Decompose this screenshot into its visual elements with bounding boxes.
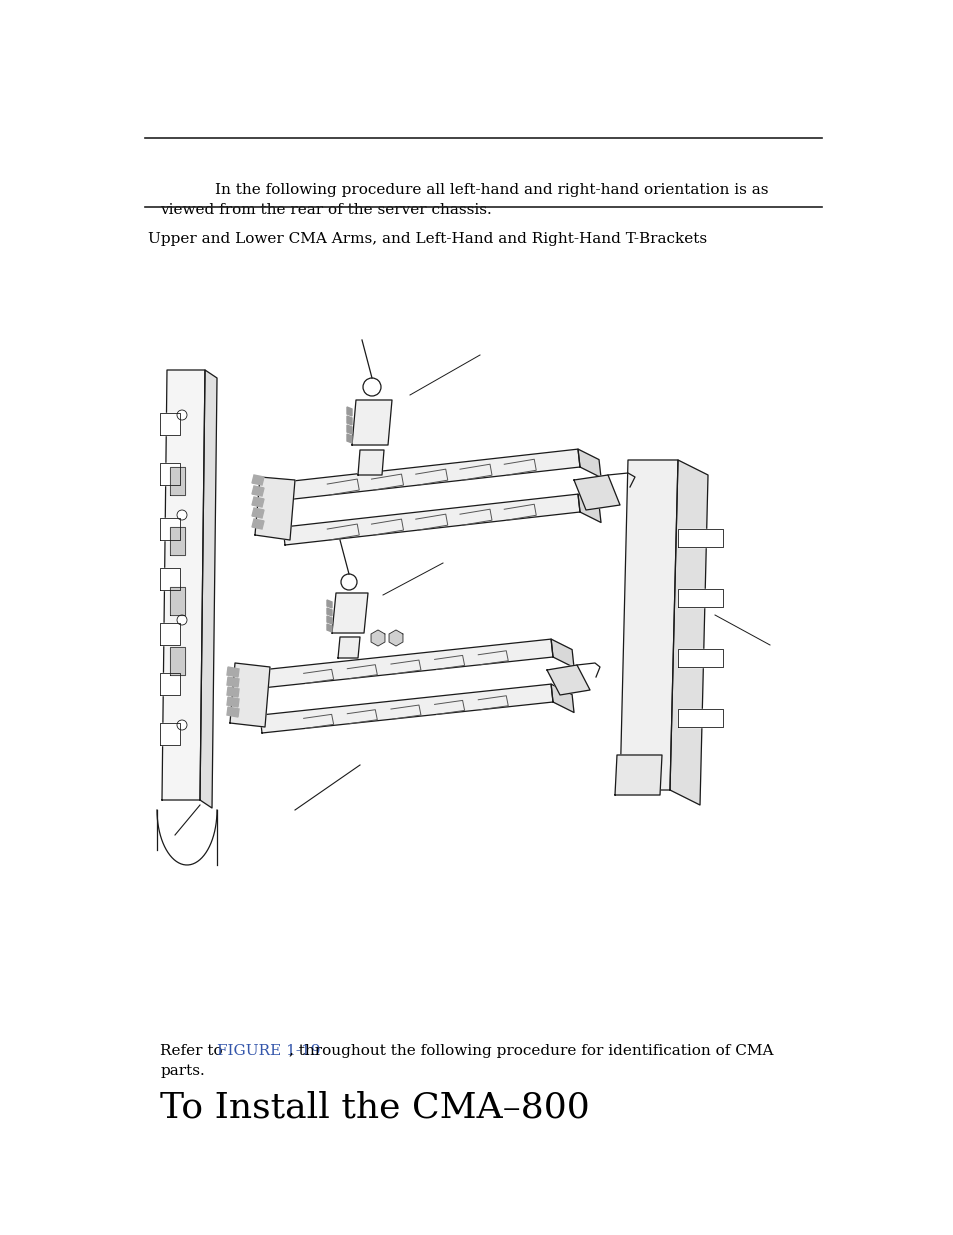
Polygon shape [160, 673, 180, 695]
Polygon shape [327, 608, 332, 616]
Text: To Install the CMA–800: To Install the CMA–800 [160, 1091, 589, 1125]
Polygon shape [160, 568, 180, 590]
Polygon shape [252, 519, 264, 529]
Polygon shape [160, 463, 180, 485]
Polygon shape [678, 529, 722, 547]
Text: viewed from the rear of the server chassis.: viewed from the rear of the server chass… [160, 203, 492, 217]
Polygon shape [252, 508, 264, 517]
Polygon shape [227, 667, 239, 677]
Polygon shape [347, 433, 352, 443]
Polygon shape [337, 637, 359, 658]
Polygon shape [371, 630, 384, 646]
Circle shape [177, 410, 187, 420]
Circle shape [177, 510, 187, 520]
Polygon shape [200, 370, 216, 808]
Polygon shape [160, 517, 180, 540]
Polygon shape [327, 616, 332, 624]
Polygon shape [260, 684, 553, 734]
Text: , throughout the following procedure for identification of CMA: , throughout the following procedure for… [289, 1044, 773, 1057]
Polygon shape [578, 494, 600, 522]
Text: Refer to: Refer to [160, 1044, 228, 1057]
Text: parts.: parts. [160, 1063, 205, 1078]
Polygon shape [327, 600, 332, 608]
Polygon shape [230, 663, 270, 727]
Text: Upper and Lower CMA Arms, and Left-Hand and Right-Hand T-Brackets: Upper and Lower CMA Arms, and Left-Hand … [148, 232, 706, 246]
Polygon shape [170, 647, 185, 676]
Polygon shape [332, 593, 368, 634]
Polygon shape [252, 487, 264, 496]
Polygon shape [283, 450, 579, 500]
Polygon shape [352, 400, 392, 445]
Polygon shape [227, 697, 239, 706]
Polygon shape [252, 496, 264, 508]
Polygon shape [615, 755, 661, 795]
Polygon shape [578, 450, 600, 478]
Polygon shape [546, 664, 589, 695]
Polygon shape [669, 459, 707, 805]
Polygon shape [254, 477, 294, 540]
Polygon shape [227, 677, 239, 687]
Polygon shape [574, 475, 619, 510]
Polygon shape [227, 687, 239, 697]
Circle shape [177, 720, 187, 730]
Polygon shape [170, 587, 185, 615]
Circle shape [177, 615, 187, 625]
Polygon shape [389, 630, 402, 646]
Polygon shape [678, 589, 722, 606]
Polygon shape [347, 408, 352, 416]
Polygon shape [227, 706, 239, 718]
Polygon shape [551, 684, 574, 713]
Polygon shape [260, 638, 553, 688]
Polygon shape [619, 459, 678, 790]
Text: FIGURE 1-19: FIGURE 1-19 [217, 1044, 320, 1057]
Polygon shape [170, 467, 185, 495]
Polygon shape [347, 425, 352, 433]
Polygon shape [678, 650, 722, 667]
Polygon shape [327, 624, 332, 632]
Polygon shape [252, 475, 264, 485]
Text: In the following procedure all left-hand and right-hand orientation is as: In the following procedure all left-hand… [215, 183, 768, 196]
Polygon shape [170, 527, 185, 555]
Circle shape [363, 378, 380, 396]
Polygon shape [160, 622, 180, 645]
Polygon shape [162, 370, 205, 800]
Polygon shape [160, 412, 180, 435]
Polygon shape [357, 450, 384, 475]
Circle shape [340, 574, 356, 590]
Polygon shape [678, 709, 722, 727]
Polygon shape [347, 416, 352, 425]
Polygon shape [551, 638, 574, 667]
Polygon shape [283, 494, 579, 545]
Polygon shape [160, 722, 180, 745]
